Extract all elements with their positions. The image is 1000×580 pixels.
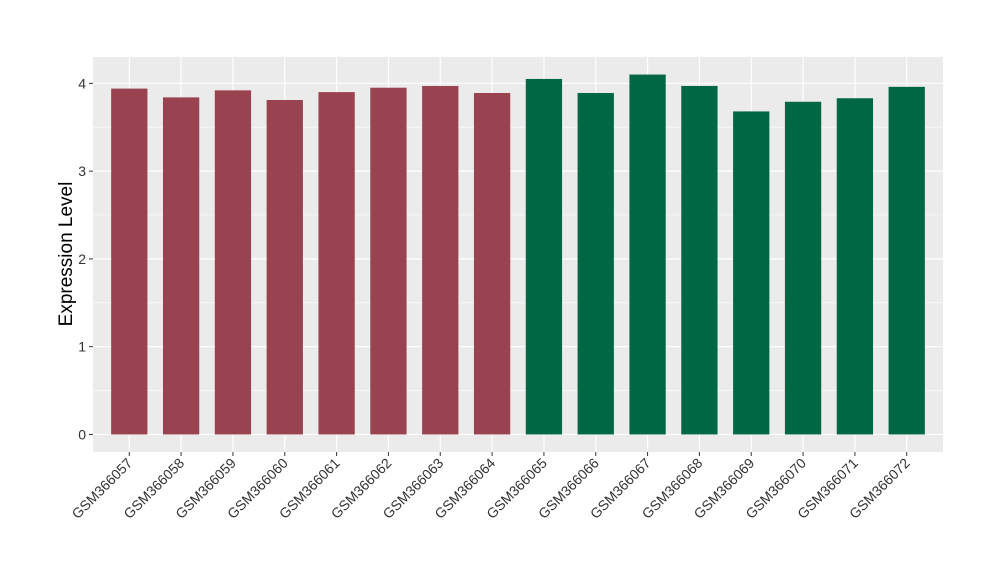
bar [836,98,874,435]
bar [784,101,822,435]
y-tick-label: 2 [78,251,86,267]
bars [111,74,925,435]
bar [318,92,355,435]
bar [162,97,200,435]
bar [577,92,614,435]
y-tick-label: 3 [78,163,86,179]
bar [111,88,148,435]
y-tick-label: 4 [78,75,86,91]
bar [733,111,770,435]
y-axis: 0 1 2 3 4 [78,75,93,442]
bar [473,92,511,435]
y-axis-title: Expression Level [56,182,77,327]
bar [370,87,407,435]
bar [888,86,925,435]
bar [681,85,718,435]
y-tick-label: 0 [78,426,86,442]
bar [422,85,459,435]
bar [214,90,252,435]
y-tick-label: 1 [78,339,86,355]
bar [629,74,666,435]
bar [266,100,303,435]
bar [525,78,563,435]
x-axis: GSM366057GSM366058GSM366059GSM366060GSM3… [69,452,913,522]
